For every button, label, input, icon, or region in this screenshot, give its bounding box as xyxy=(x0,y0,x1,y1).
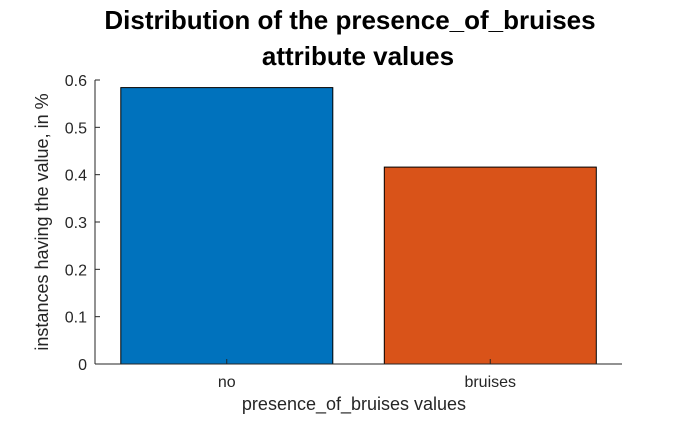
y-tick-label-0: 0 xyxy=(78,357,87,374)
bar-no xyxy=(120,87,334,365)
y-axis-label: instances having the value, in % xyxy=(32,93,52,350)
chart-title-line-1: Distribution of the presence_of_bruises xyxy=(104,5,595,35)
y-tick-label-5: 0.5 xyxy=(65,120,87,137)
x-tick-label-bruises: bruises xyxy=(464,374,516,391)
x-axis-label: presence_of_bruises values xyxy=(242,394,466,415)
plot-area: no bruises 0 0.1 0.2 0.3 0.4 0.5 0.6 xyxy=(65,73,622,391)
chart-title-line-2: attribute values xyxy=(262,41,454,71)
bar-bruises xyxy=(383,166,597,365)
y-tick-label-3: 0.3 xyxy=(65,215,87,232)
y-tick-label-4: 0.4 xyxy=(65,168,87,185)
x-tick-label-no: no xyxy=(218,374,236,391)
y-tick-label-6: 0.6 xyxy=(65,73,87,90)
y-tick-label-1: 0.1 xyxy=(65,310,87,327)
y-tick-label-2: 0.2 xyxy=(65,262,87,279)
